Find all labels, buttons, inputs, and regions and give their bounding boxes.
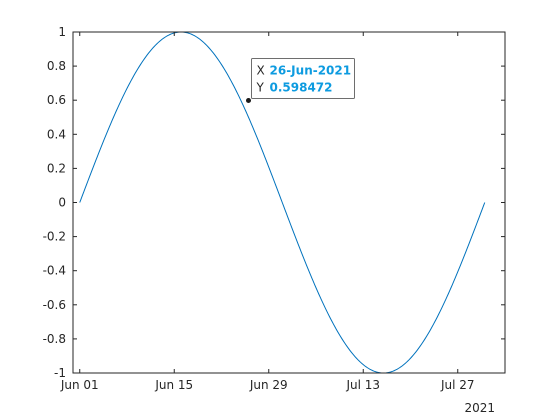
y-tick-label: -0.6	[43, 298, 66, 312]
x-tick-label: Jul 13	[345, 378, 380, 392]
y-tick-label: 0.8	[47, 59, 66, 73]
datatip-x-prefix: X	[257, 63, 265, 77]
datatip-marker[interactable]	[246, 97, 251, 103]
y-tick-label: -1	[54, 366, 66, 380]
y-tick-label: 0.4	[47, 127, 66, 141]
y-tick-label: 0	[58, 196, 66, 210]
y-tick-label: -0.2	[43, 230, 66, 244]
x-tick-label: Jun 15	[154, 378, 193, 392]
y-tick-label: 0.6	[47, 93, 66, 107]
x-tick-label: Jun 01	[60, 378, 99, 392]
datatip-x-value: 26-Jun-2021	[270, 63, 352, 77]
x-secondary-label: 2021	[464, 401, 495, 415]
datatip-y-prefix: Y	[256, 80, 265, 94]
y-tick-label: 1	[58, 25, 66, 39]
series-line	[79, 31, 486, 374]
datatip-y-value: 0.598472	[270, 80, 333, 94]
y-tick-label: -0.8	[43, 332, 66, 346]
y-axis-ticks: 1 0.8 0.6 0.4 0.2 0 -0.2 -0.4 -0.6 -0.8 -1	[43, 25, 505, 380]
x-tick-label: Jul 27	[440, 378, 475, 392]
x-tick-label: Jun 29	[249, 378, 288, 392]
y-tick-label: 0.2	[47, 161, 66, 175]
y-tick-label: -0.4	[43, 264, 66, 278]
datatip-box	[251, 57, 355, 99]
series-layer	[79, 31, 486, 374]
datatip[interactable]: X 26-Jun-2021 Y 0.598472	[246, 57, 355, 103]
x-axis-ticks: Jun 01 Jun 15 Jun 29 Jul 13 Jul 27	[60, 32, 475, 392]
